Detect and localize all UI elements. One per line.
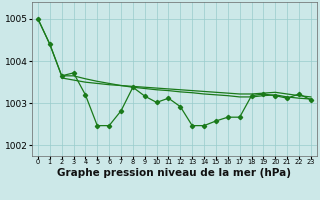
X-axis label: Graphe pression niveau de la mer (hPa): Graphe pression niveau de la mer (hPa) bbox=[57, 168, 292, 178]
